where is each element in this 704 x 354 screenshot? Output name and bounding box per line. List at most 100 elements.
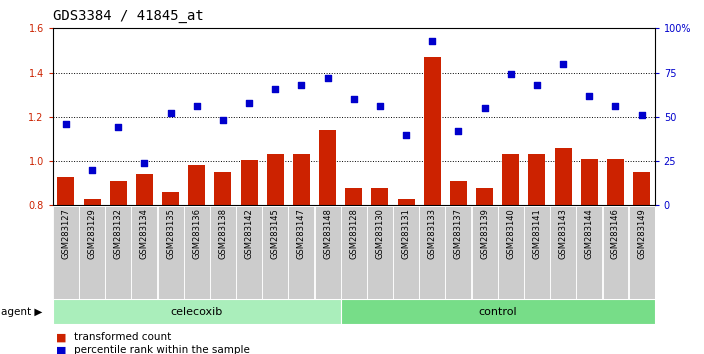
- Bar: [267, 154, 284, 205]
- Bar: [210, 206, 236, 299]
- Bar: [132, 206, 158, 299]
- Bar: [319, 130, 336, 205]
- Text: GSM283137: GSM283137: [454, 208, 463, 259]
- Text: GSM283149: GSM283149: [637, 208, 646, 259]
- Bar: [341, 299, 655, 324]
- Bar: [629, 206, 655, 299]
- Bar: [398, 199, 415, 205]
- Text: agent ▶: agent ▶: [1, 307, 43, 316]
- Point: [244, 100, 255, 105]
- Bar: [158, 206, 184, 299]
- Text: GSM283131: GSM283131: [401, 208, 410, 259]
- Text: GSM283128: GSM283128: [349, 208, 358, 259]
- Bar: [529, 154, 546, 205]
- Point: [453, 128, 464, 134]
- Text: percentile rank within the sample: percentile rank within the sample: [74, 346, 250, 354]
- Point: [139, 160, 150, 166]
- Point: [427, 38, 438, 44]
- Bar: [603, 206, 629, 299]
- Bar: [502, 154, 520, 205]
- Text: GSM283141: GSM283141: [532, 208, 541, 259]
- Bar: [345, 188, 363, 205]
- Text: GDS3384 / 41845_at: GDS3384 / 41845_at: [53, 9, 203, 23]
- Bar: [58, 177, 75, 205]
- Bar: [446, 206, 472, 299]
- Bar: [315, 206, 341, 299]
- Point: [584, 93, 595, 98]
- Bar: [84, 199, 101, 205]
- Bar: [476, 188, 493, 205]
- Point: [558, 61, 569, 67]
- Bar: [293, 154, 310, 205]
- Point: [375, 103, 386, 109]
- Text: GSM283144: GSM283144: [585, 208, 593, 259]
- Point: [636, 112, 647, 118]
- Bar: [607, 159, 624, 205]
- Bar: [53, 299, 341, 324]
- Point: [401, 132, 412, 137]
- Bar: [633, 172, 650, 205]
- Bar: [263, 206, 288, 299]
- Text: GSM283138: GSM283138: [218, 208, 227, 259]
- Bar: [550, 206, 576, 299]
- Text: GSM283133: GSM283133: [428, 208, 436, 259]
- Point: [532, 82, 543, 88]
- Point: [479, 105, 490, 111]
- Bar: [53, 206, 79, 299]
- Text: GSM283140: GSM283140: [506, 208, 515, 259]
- Bar: [341, 206, 367, 299]
- Text: GSM283136: GSM283136: [192, 208, 201, 259]
- Point: [191, 103, 202, 109]
- Text: celecoxib: celecoxib: [170, 307, 223, 316]
- Text: GSM283130: GSM283130: [375, 208, 384, 259]
- Text: ■: ■: [56, 346, 67, 354]
- Bar: [367, 206, 393, 299]
- Bar: [110, 181, 127, 205]
- Text: GSM283143: GSM283143: [558, 208, 567, 259]
- Point: [270, 86, 281, 91]
- Text: GSM283145: GSM283145: [271, 208, 279, 259]
- Bar: [136, 175, 153, 205]
- Bar: [241, 160, 258, 205]
- Text: GSM283129: GSM283129: [87, 208, 96, 259]
- Bar: [184, 206, 210, 299]
- Bar: [524, 206, 550, 299]
- Text: ■: ■: [56, 332, 67, 342]
- Bar: [162, 192, 179, 205]
- Bar: [79, 206, 105, 299]
- Bar: [450, 181, 467, 205]
- Bar: [581, 159, 598, 205]
- Point: [505, 72, 517, 77]
- Point: [165, 110, 176, 116]
- Point: [218, 118, 229, 123]
- Bar: [188, 166, 206, 205]
- Bar: [236, 206, 262, 299]
- Point: [322, 75, 333, 81]
- Text: GSM283142: GSM283142: [244, 208, 253, 259]
- Bar: [555, 148, 572, 205]
- Bar: [289, 206, 315, 299]
- Point: [296, 82, 307, 88]
- Bar: [215, 172, 232, 205]
- Text: GSM283127: GSM283127: [61, 208, 70, 259]
- Bar: [577, 206, 602, 299]
- Point: [348, 96, 360, 102]
- Bar: [498, 206, 524, 299]
- Point: [61, 121, 72, 127]
- Text: GSM283148: GSM283148: [323, 208, 332, 259]
- Bar: [372, 188, 389, 205]
- Bar: [472, 206, 498, 299]
- Text: GSM283132: GSM283132: [114, 208, 122, 259]
- Text: GSM283146: GSM283146: [611, 208, 620, 259]
- Point: [113, 125, 124, 130]
- Point: [610, 103, 621, 109]
- Text: GSM283147: GSM283147: [297, 208, 306, 259]
- Point: [87, 167, 98, 173]
- Bar: [106, 206, 131, 299]
- Text: GSM283134: GSM283134: [140, 208, 149, 259]
- Bar: [424, 57, 441, 205]
- Text: GSM283139: GSM283139: [480, 208, 489, 259]
- Text: control: control: [479, 307, 517, 316]
- Bar: [393, 206, 419, 299]
- Text: GSM283135: GSM283135: [166, 208, 175, 259]
